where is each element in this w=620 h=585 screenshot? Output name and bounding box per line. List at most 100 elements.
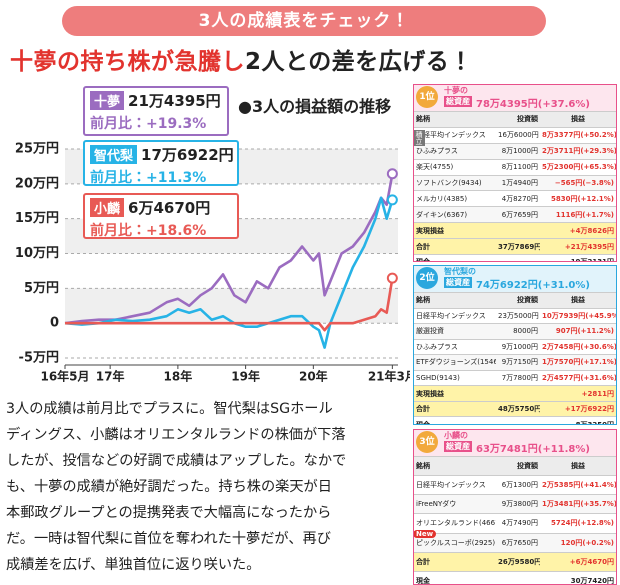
column-header: 投資額 [517,115,538,124]
table-cell: ピックルスコーポ(2925) [416,538,496,547]
callout-line: 十夢 21万4395円 [90,90,222,111]
table-cell: 16万6000円 [498,131,539,140]
table-row: 実現損益 +4万8626円 [414,222,616,239]
column-header: 投資額 [517,296,538,305]
end-marker [386,194,398,206]
series-line [65,277,394,332]
ranking-panel: 1位 十夢の 総資産 78万4395円(+37.6%) 銘柄 投資額 損益 日経平均インデック… [413,84,617,262]
new-badge: New [414,530,437,539]
table-cell: −565円(−3.8%) [554,179,614,187]
table-cell: 現金 [416,420,430,425]
table-row: 合計 37万7869円 +21万4395円 [414,238,616,255]
x-tick-label: 17年 [96,369,125,384]
table-cell: 実現損益 [416,226,444,235]
table-cell: 2万5385円(+41.4%) [542,481,616,490]
table-cell: 5830円(+12.1%) [550,194,614,203]
table-row: ひふみプラス 8万1000円 2万3711円(+29.3%) [414,142,616,159]
rank-badge: 3位 [416,431,438,453]
panel-owner: 十夢の [444,86,468,95]
panel-table: 銘柄 投資額 損益 日経平均インデックス 16万6000円 8万3377円(+50.2%)… [414,111,616,261]
body-line: 本郵政グループとの提携発表で大幅高になったから [6,505,332,521]
table-cell: 日経平均インデックス [416,481,486,490]
panel-header: 3位 小麟の 総資産 63万7481円(+11.8%) [414,430,616,456]
callout-amount: 17万6922円 [141,146,234,164]
table-cell: 8000円 [513,327,538,336]
y-tick-label: 10万円 [15,246,59,261]
column-header: 損益 [571,462,585,471]
table-cell: 日経平均インデックス [416,311,486,320]
table-header-row: 銘柄 投資額 損益 [414,111,616,127]
legend-name: 小麟 [90,198,125,217]
body-line: ディングス、小麟はオリエンタルランドの株価が下落 [6,427,346,443]
column-header: 銘柄 [416,462,430,471]
table-row: 合計 48万5750円 +17万6922円 [414,400,616,417]
panel-owner: 智代梨の [444,267,476,276]
y-tick-label: 25万円 [15,141,59,156]
rank-badge: 1位 [416,86,438,108]
table-cell: 2万4577円(+31.6%) [542,374,616,382]
table-cell: ひふみプラス [416,147,458,156]
table-cell: 1万3481円(+35.7%) [542,500,616,509]
column-header: 銘柄 [416,296,430,305]
table-cell: 5万2300円(+65.3%) [542,163,616,172]
table-cell: 10万7939円(+45.9%) [542,311,616,320]
table-cell: 8万1100円 [501,163,538,172]
legend-callout: 智代梨 17万6922円 前月比：+11.3% [83,140,239,186]
table-cell: 5724円(+12.8%) [550,519,614,528]
table-row: 楽天(4755) 8万1100円 5万2300円(+65.3%) [414,158,616,175]
table-row: メルカリ(4385) 4万8270円 5830円(+12.1%) [414,190,616,207]
end-marker [386,272,398,284]
table-cell: 2万3711円(+29.3%) [542,147,616,156]
table-row: 実現損益 +2811円 [414,385,616,401]
end-marker [386,168,398,180]
table-cell: ダイキン(6367) [416,210,468,219]
table-cell: +4万8626円 [569,226,614,235]
table-cell: 6万7659円 [501,210,538,219]
table-cell: +2811円 [581,389,614,398]
headline-black: 2人との差を広げる！ [245,49,473,75]
table-cell: +6万4670円 [569,557,614,566]
panel-header: 2位 智代梨の 総資産 74万6922円(+31.0%) [414,266,616,292]
series-line [64,196,394,349]
asset-value: 63万7481円(+11.8%) [476,444,590,455]
table-cell: 4万7490円 [501,519,538,528]
x-tick-label: 21年3月 [368,369,410,384]
ranking-panel: 2位 智代梨の 総資産 74万6922円(+31.0%) 銘柄 投資額 損益日経平均インデッ… [413,265,617,425]
table-cell: 1万4940円 [501,179,538,187]
callout-change: 前月比：+18.6% [90,223,207,239]
table-row: iFreeNYダウ 9万3800円 1万3481円(+35.7%) [414,494,616,514]
callout-line: 小麟 6万4670円 [90,197,232,218]
asset-label: 総資産 [444,441,472,452]
legend-callout: 十夢 21万4395円 前月比：+19.3% [83,86,229,136]
callout-amount: 21万4395円 [128,92,221,110]
panel-table: 銘柄 投資額 損益 日経平均インデックス 23万5000円 10万7939円(+45.9%… [414,292,616,425]
table-cell: +17万6922円 [564,405,614,414]
headline-red: 十夢の持ち株が急騰し [10,49,245,75]
table-cell: 合計 [416,557,430,566]
table-cell: 4万8270円 [501,194,538,203]
column-header: 損益 [571,296,585,305]
table-cell: 19万2131円 [540,257,616,261]
table-row: オリエンタルランド(4661) 4万7490円 5724円(+12.8%) [414,513,616,533]
callout-amount: 6万4670円 [128,199,211,217]
legend-callout: 小麟 6万4670円前月比：+18.6% [83,193,239,239]
table-header-row: 銘柄 投資額 損益 [414,456,616,476]
table-cell: 6万7650円 [501,538,538,547]
table-cell: 実現損益 [416,389,444,398]
body-line: だ。一時は智代梨に首位を奪われた十夢だが、再び [6,531,331,547]
panel-owner: 小麟の [444,431,468,440]
body-line: 成績差を広げ、単独首位に返り咲いた。 [6,557,261,573]
table-cell: SGHD(9143) [416,374,460,382]
table-cell: 楽天(4755) [416,163,454,172]
table-cell: 9万7150円 [501,358,538,367]
chart-title: ●3人の損益額の推移 [238,97,392,116]
y-tick-label: 20万円 [15,176,59,191]
table-row: 現金 30万7420円 [414,570,616,584]
table-row: 現金 19万2131円 [414,254,616,261]
callout-change: 前月比：+11.3% [90,170,207,186]
table-row: 現金 8万3250円 [414,416,616,425]
table-header-row: 銘柄 投資額 損益 [414,292,616,308]
x-tick-label: 16年5月 [40,369,89,384]
column-header: 損益 [571,115,585,124]
